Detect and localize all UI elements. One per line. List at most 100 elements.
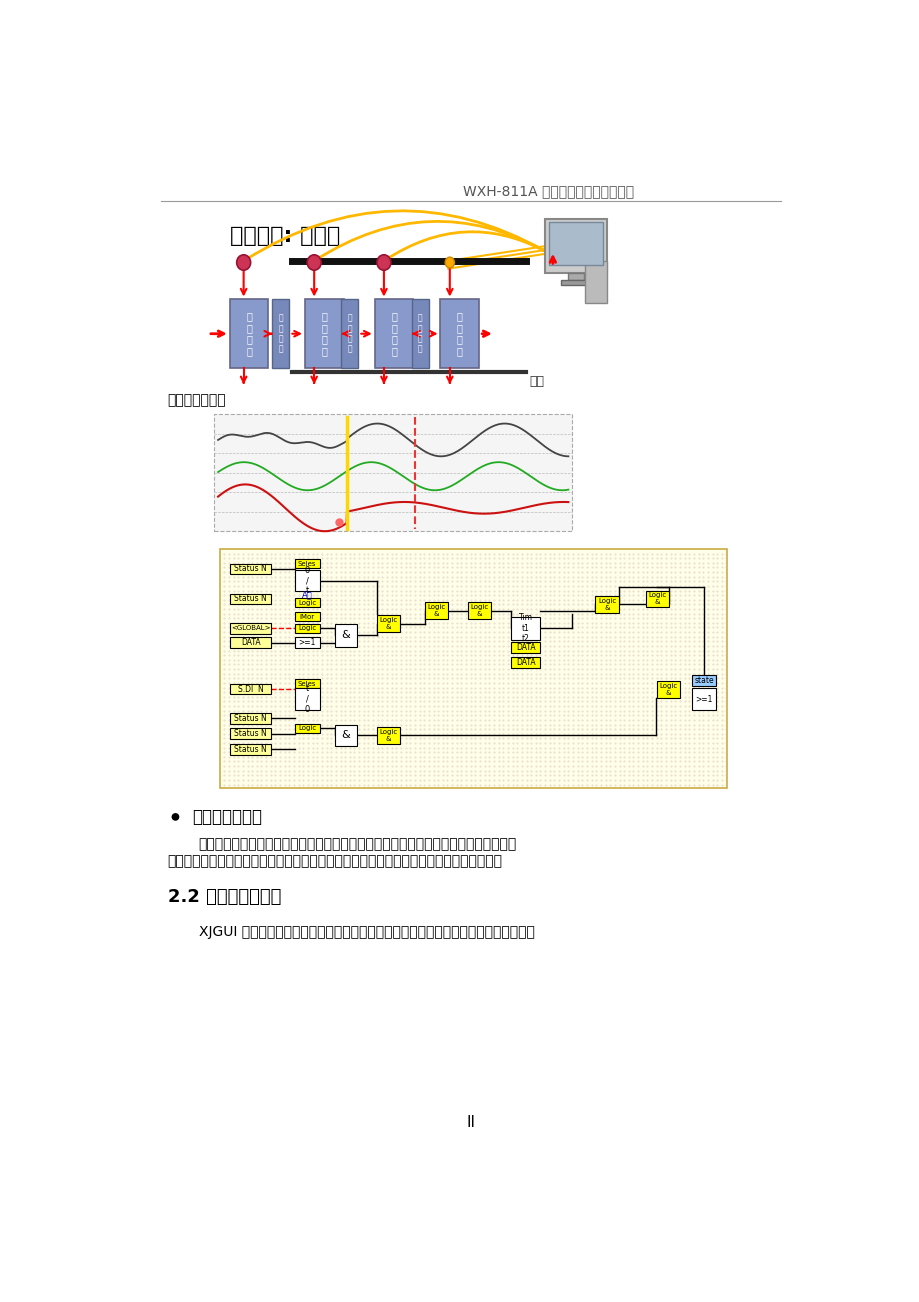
FancyBboxPatch shape xyxy=(374,299,413,368)
Text: Status N: Status N xyxy=(234,713,267,723)
FancyBboxPatch shape xyxy=(691,689,716,710)
Text: 工程应用柔性化: 工程应用柔性化 xyxy=(192,809,262,825)
Text: 状
态
总
线: 状 态 总 线 xyxy=(417,314,422,354)
FancyBboxPatch shape xyxy=(294,598,319,608)
Text: iMor: iMor xyxy=(300,613,314,620)
FancyBboxPatch shape xyxy=(645,591,668,608)
FancyBboxPatch shape xyxy=(335,724,357,746)
Text: DATA: DATA xyxy=(516,658,535,667)
FancyBboxPatch shape xyxy=(545,219,607,272)
Text: 录波: 录波 xyxy=(529,375,544,388)
Text: <GLOBAL>: <GLOBAL> xyxy=(231,625,270,631)
FancyBboxPatch shape xyxy=(294,724,319,733)
FancyBboxPatch shape xyxy=(230,299,268,368)
Text: Logic
&: Logic & xyxy=(659,682,676,695)
FancyBboxPatch shape xyxy=(294,559,319,568)
FancyBboxPatch shape xyxy=(560,280,591,285)
FancyBboxPatch shape xyxy=(231,622,270,634)
FancyBboxPatch shape xyxy=(231,728,270,740)
Text: 写入: 写入 xyxy=(554,251,566,262)
FancyBboxPatch shape xyxy=(231,684,270,694)
Text: Seles: Seles xyxy=(298,681,316,686)
Text: &: & xyxy=(341,630,350,641)
FancyBboxPatch shape xyxy=(231,594,270,604)
Circle shape xyxy=(171,812,179,820)
FancyBboxPatch shape xyxy=(510,642,539,652)
Text: Logic: Logic xyxy=(298,600,316,605)
Text: 数
据
准
备: 数 据 准 备 xyxy=(246,311,252,357)
Ellipse shape xyxy=(307,255,321,271)
Text: >=1: >=1 xyxy=(695,694,712,703)
FancyBboxPatch shape xyxy=(584,260,607,303)
FancyBboxPatch shape xyxy=(595,596,618,613)
FancyBboxPatch shape xyxy=(568,272,584,280)
FancyBboxPatch shape xyxy=(304,299,344,368)
FancyBboxPatch shape xyxy=(214,414,572,531)
Text: >=1: >=1 xyxy=(298,638,315,647)
Text: 总线监视: 组件级: 总线监视: 组件级 xyxy=(230,225,340,246)
FancyBboxPatch shape xyxy=(467,602,491,618)
Text: II: II xyxy=(467,1115,475,1130)
Ellipse shape xyxy=(236,255,250,271)
Text: Logic
&: Logic & xyxy=(597,598,616,611)
Text: Status N: Status N xyxy=(234,745,267,754)
Text: 跳
闸
逻
辑: 跳 闸 逻 辑 xyxy=(391,311,396,357)
FancyBboxPatch shape xyxy=(425,602,448,618)
Text: state: state xyxy=(694,676,713,685)
Text: Status N: Status N xyxy=(234,595,267,604)
Text: &: & xyxy=(341,730,350,741)
Text: 保
护
逻
辑: 保 护 逻 辑 xyxy=(321,311,327,357)
FancyBboxPatch shape xyxy=(231,638,270,648)
Text: DATA: DATA xyxy=(516,643,535,652)
Text: t
/
0: t / 0 xyxy=(304,684,310,713)
FancyBboxPatch shape xyxy=(231,713,270,724)
FancyBboxPatch shape xyxy=(220,549,726,788)
FancyBboxPatch shape xyxy=(412,299,428,368)
Text: Tim
t1
t2: Tim t1 t2 xyxy=(518,613,532,643)
Text: Logic
&: Logic & xyxy=(648,592,666,605)
Text: 出
口
逻
辑: 出 口 逻 辑 xyxy=(457,311,462,357)
Text: Seles: Seles xyxy=(298,561,316,566)
Text: 数
据
总
线: 数 据 总 线 xyxy=(278,314,283,354)
Text: Logic
&: Logic & xyxy=(379,729,397,742)
Text: S.DI  N: S.DI N xyxy=(237,685,263,694)
Text: Logic
&: Logic & xyxy=(427,604,446,617)
Text: A组: A组 xyxy=(301,591,312,600)
FancyBboxPatch shape xyxy=(335,624,357,647)
FancyBboxPatch shape xyxy=(294,570,319,591)
FancyBboxPatch shape xyxy=(510,656,539,668)
FancyBboxPatch shape xyxy=(294,624,319,633)
Text: 0
/
t: 0 / t xyxy=(304,565,310,595)
FancyBboxPatch shape xyxy=(377,727,400,743)
Text: 2.2 人机界面人性化: 2.2 人机界面人性化 xyxy=(167,888,281,906)
FancyBboxPatch shape xyxy=(294,638,319,648)
FancyBboxPatch shape xyxy=(294,689,319,710)
FancyBboxPatch shape xyxy=(691,676,716,686)
Text: 状
态
总
线: 状 态 总 线 xyxy=(347,314,352,354)
FancyBboxPatch shape xyxy=(231,743,270,755)
Text: 功能可以通过配置文件形式重构，解决了不同用户差异化需求和软件版本集中管理的矛盾。: 功能可以通过配置文件形式重构，解决了不同用户差异化需求和软件版本集中管理的矛盾。 xyxy=(167,854,502,868)
Text: WXH-811A 线路保护装置技术说明书: WXH-811A 线路保护装置技术说明书 xyxy=(463,184,634,198)
Text: DATA: DATA xyxy=(241,638,260,647)
Text: Logic
&: Logic & xyxy=(379,617,397,630)
FancyBboxPatch shape xyxy=(377,615,400,631)
Text: Status N: Status N xyxy=(234,565,267,573)
Text: Logic
&: Logic & xyxy=(470,604,488,617)
Text: Logic: Logic xyxy=(298,725,316,732)
FancyBboxPatch shape xyxy=(294,680,319,689)
FancyArrowPatch shape xyxy=(386,232,543,259)
FancyArrowPatch shape xyxy=(245,211,543,259)
FancyBboxPatch shape xyxy=(294,612,319,621)
FancyBboxPatch shape xyxy=(440,299,479,368)
FancyBboxPatch shape xyxy=(656,681,679,698)
FancyBboxPatch shape xyxy=(510,617,539,639)
Text: Status N: Status N xyxy=(234,729,267,738)
Text: XJGUI 和现场调试向导的成功应用，降低了现场维护和运行人员的工作强度，使运行维: XJGUI 和现场调试向导的成功应用，降低了现场维护和运行人员的工作强度，使运行… xyxy=(199,926,534,940)
Ellipse shape xyxy=(377,255,391,271)
Text: 采用功能自描述和数据自描述技术，实现了内容可以通过描述文件以不同的形式重组，: 采用功能自描述和数据自描述技术，实现了内容可以通过描述文件以不同的形式重组， xyxy=(199,837,516,850)
FancyBboxPatch shape xyxy=(231,564,270,574)
Text: 故障波形回放：: 故障波形回放： xyxy=(167,393,226,408)
FancyArrowPatch shape xyxy=(316,221,543,259)
Ellipse shape xyxy=(445,256,454,268)
Text: Logic: Logic xyxy=(298,625,316,631)
